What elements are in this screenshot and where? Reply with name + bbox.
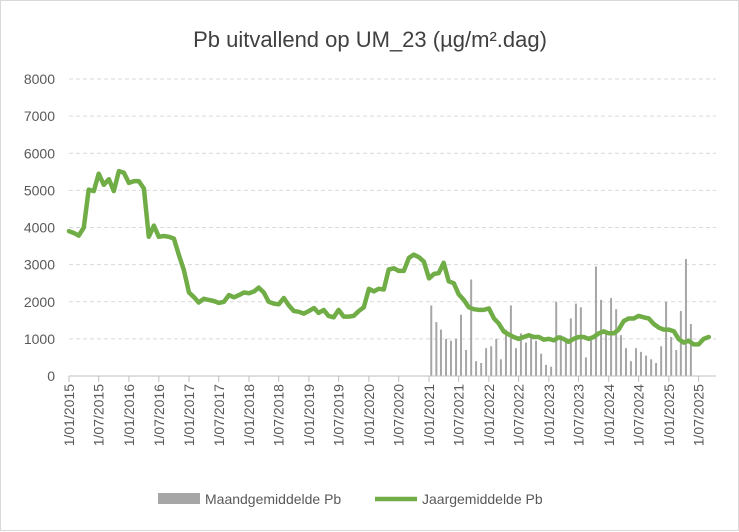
bar [504, 329, 507, 376]
bar [550, 366, 553, 376]
x-tick-label: 1/07/2019 [331, 384, 347, 446]
y-tick-label: 8000 [24, 71, 55, 87]
x-tick-label: 1/07/2021 [451, 384, 467, 446]
x-tick-label: 1/01/2018 [241, 384, 257, 446]
x-tick-label: 1/07/2024 [631, 384, 647, 446]
bar [660, 346, 663, 376]
bar [650, 359, 653, 376]
bar [615, 309, 618, 376]
x-tick-label: 1/07/2025 [691, 384, 707, 446]
bar [689, 324, 692, 376]
grid-layer: 0 1000 2000 3000 4000 5000 6000 7000 8000 [24, 71, 716, 384]
x-tick-label: 1/07/2023 [571, 384, 587, 446]
bar [490, 346, 493, 376]
bar [470, 279, 473, 376]
x-tick-label: 1/07/2017 [211, 384, 227, 446]
bar [530, 337, 533, 376]
bar [655, 363, 658, 376]
bar [465, 350, 468, 376]
bar [625, 348, 628, 376]
x-tick-label: 1/01/2022 [481, 384, 497, 446]
legend-label-bars: Maandgemiddelde Pb [205, 491, 341, 507]
chart-title: Pb uitvallend op UM_23 (µg/m².dag) [193, 27, 547, 52]
bar [459, 314, 462, 376]
bar [559, 335, 562, 376]
x-tick-label: 1/07/2020 [391, 384, 407, 446]
bar [430, 305, 433, 376]
bar [619, 335, 622, 376]
bar [635, 348, 638, 376]
bar-series [430, 259, 692, 376]
bar [480, 363, 483, 376]
x-tick-label: 1/01/2016 [121, 384, 137, 446]
bar [665, 301, 668, 376]
bar [569, 318, 572, 376]
bar [590, 337, 593, 376]
axis-layer: 1/01/2015 1/07/2015 1/01/2016 1/07/2016 1/01… [61, 375, 716, 446]
bar [564, 338, 567, 376]
y-tick-label: 0 [47, 368, 55, 384]
bar [545, 364, 548, 376]
y-tick-label: 4000 [24, 220, 55, 236]
bar [684, 259, 687, 376]
bar [495, 338, 498, 376]
bar [639, 351, 642, 376]
x-tick-label: 1/01/2025 [661, 384, 677, 446]
bar [604, 333, 607, 376]
x-tick-label: 1/01/2019 [301, 384, 317, 446]
y-tick-label: 5000 [24, 182, 55, 198]
line-series [66, 168, 712, 347]
y-tick-label: 1000 [24, 331, 55, 347]
x-tick-label: 1/01/2023 [541, 384, 557, 446]
bar [475, 361, 478, 376]
bar [540, 353, 543, 376]
bar [679, 311, 682, 376]
x-tick-label: 1/07/2018 [271, 384, 287, 446]
x-tick-label: 1/07/2016 [151, 384, 167, 446]
bar [519, 333, 522, 376]
legend-label-line: Jaargemiddelde Pb [422, 491, 543, 507]
legend: Maandgemiddelde Pb Jaargemiddelde Pb [158, 491, 543, 507]
bar [610, 298, 613, 376]
legend-swatch-bars [158, 493, 200, 504]
bar [579, 307, 582, 376]
bar [449, 340, 452, 376]
bar [435, 322, 438, 376]
x-tick-label: 1/01/2017 [181, 384, 197, 446]
x-tick-label: 1/07/2022 [511, 384, 527, 446]
bar [525, 342, 528, 376]
bar [509, 305, 512, 376]
x-tick-label: 1/01/2024 [601, 384, 617, 446]
y-tick-label: 3000 [24, 257, 55, 273]
y-tick-label: 7000 [24, 108, 55, 124]
y-tick-label: 6000 [24, 145, 55, 161]
x-tick-label: 1/01/2015 [61, 384, 77, 446]
bar [629, 361, 632, 376]
bar [455, 338, 458, 376]
bar [594, 266, 597, 376]
bar [514, 348, 517, 376]
bar [439, 329, 442, 376]
bar [645, 355, 648, 376]
bar [445, 338, 448, 376]
x-tick-label: 1/01/2021 [421, 384, 437, 446]
bar [535, 340, 538, 376]
y-tick-label: 2000 [24, 294, 55, 310]
bar [675, 350, 678, 376]
bar [485, 348, 488, 376]
x-tick-label: 1/01/2020 [361, 384, 377, 446]
bar [670, 337, 673, 376]
bar [600, 299, 603, 376]
bar [584, 357, 587, 376]
bar [499, 359, 502, 376]
series-line [66, 168, 712, 347]
x-tick-label: 1/07/2015 [91, 384, 107, 446]
